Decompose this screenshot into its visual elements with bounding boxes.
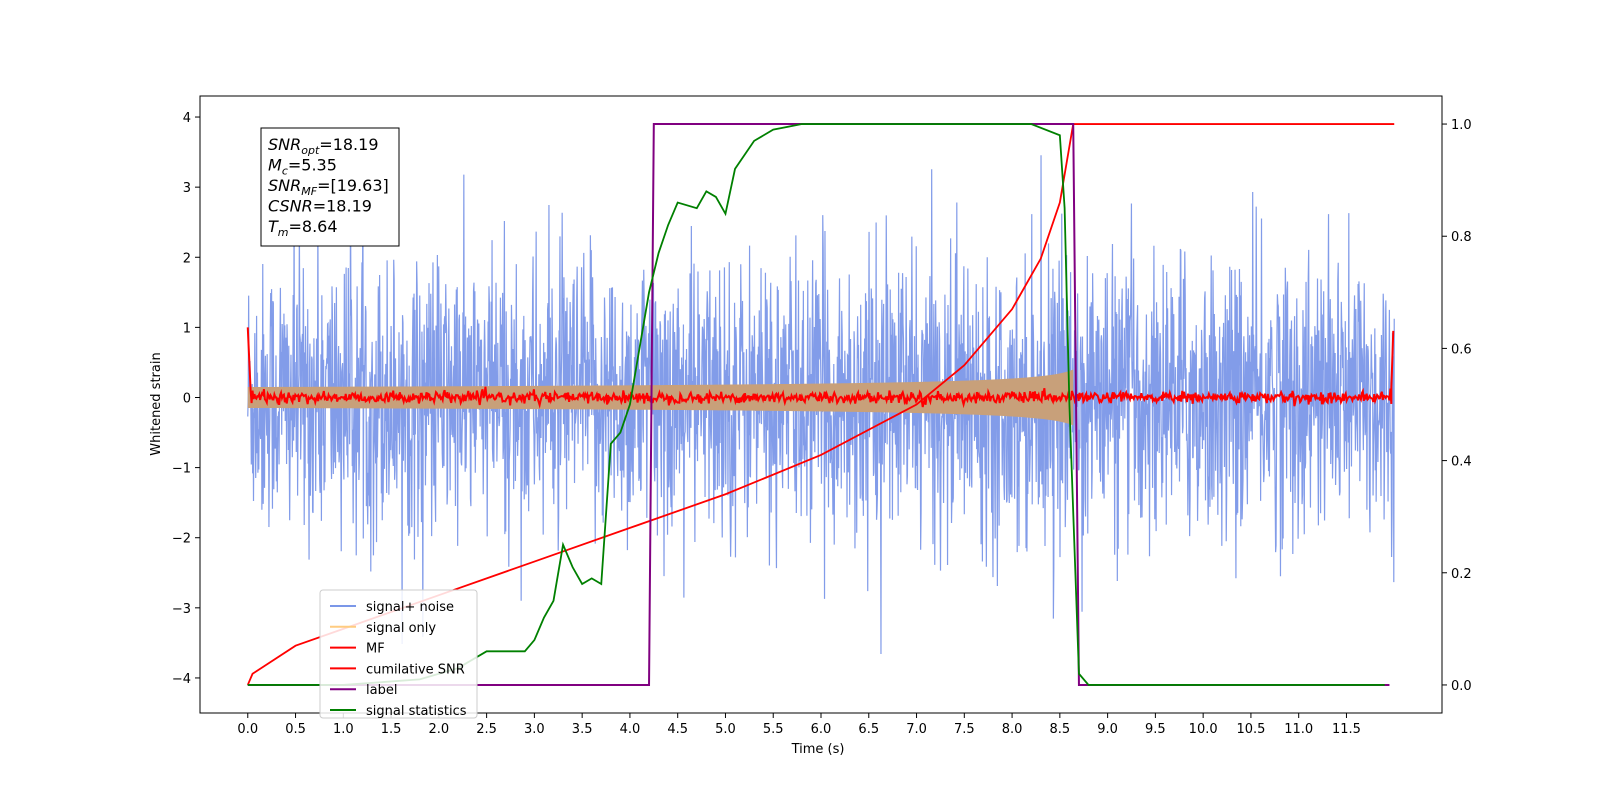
y-left-tick-label: 4 <box>183 111 191 126</box>
legend-label: MF <box>366 642 385 657</box>
y-right-tick-label: 0.0 <box>1451 679 1472 694</box>
x-tick-label: 6.5 <box>858 722 879 737</box>
x-tick-label: 9.5 <box>1145 722 1166 737</box>
x-tick-label: 8.5 <box>1050 722 1071 737</box>
y-left-tick-label: 0 <box>183 391 191 406</box>
x-tick-label: 0.5 <box>285 722 306 737</box>
x-tick-label: 3.5 <box>572 722 593 737</box>
x-tick-label: 4.0 <box>620 722 641 737</box>
x-axis-ticks: 0.0 0.5 1.0 1.5 2.0 2.5 3.0 3.5 4.0 4.5 5.0 5.5 6.0 6… <box>237 713 1361 737</box>
legend-label: signal statistics <box>366 704 467 719</box>
annotation-line: SNRMF=[19.63] <box>268 176 389 198</box>
x-tick-label: 10.5 <box>1236 722 1265 737</box>
x-tick-label: 2.5 <box>476 722 497 737</box>
y-axis-right-ticks: 0.0 0.2 0.4 0.6 0.8 1.0 <box>1442 118 1472 694</box>
y-right-tick-label: 0.8 <box>1451 230 1472 245</box>
y-right-tick-label: 0.4 <box>1451 455 1472 470</box>
x-tick-label: 6.0 <box>811 722 832 737</box>
y-left-tick-label: −3 <box>172 602 191 617</box>
x-tick-label: 1.0 <box>333 722 354 737</box>
x-tick-label: 8.0 <box>1002 722 1023 737</box>
y-axis-left-ticks: −4 −3 −2 −1 0 1 2 3 4 <box>172 111 200 687</box>
annotation-line: Tm=8.64 <box>268 217 338 239</box>
plot-area <box>246 123 1395 686</box>
x-tick-label: 11.0 <box>1284 722 1313 737</box>
x-tick-label: 5.5 <box>763 722 784 737</box>
x-tick-label: 11.5 <box>1332 722 1361 737</box>
legend-label: cumilative SNR <box>366 662 465 677</box>
x-tick-label: 10.0 <box>1189 722 1218 737</box>
series-signal-statistics <box>247 123 1385 686</box>
y-left-tick-label: 1 <box>183 321 191 336</box>
x-tick-label: 7.5 <box>954 722 975 737</box>
series-mf <box>246 327 1395 409</box>
legend-label: signal only <box>366 621 436 636</box>
y-left-tick-label: 3 <box>183 181 191 196</box>
legend-label: signal+ noise <box>366 600 454 615</box>
y-right-tick-label: 1.0 <box>1451 118 1472 133</box>
y-left-tick-label: −2 <box>172 532 191 547</box>
x-tick-label: 1.5 <box>381 722 402 737</box>
annotation-line: Mc=5.35 <box>268 156 337 178</box>
y-left-tick-label: −4 <box>172 672 191 687</box>
annotation-line: SNRopt=18.19 <box>268 135 379 157</box>
x-tick-label: 4.5 <box>667 722 688 737</box>
x-tick-label: 3.0 <box>524 722 545 737</box>
y-right-tick-label: 0.2 <box>1451 567 1472 582</box>
x-tick-label: 9.0 <box>1097 722 1118 737</box>
x-tick-label: 0.0 <box>237 722 258 737</box>
y-right-tick-label: 0.6 <box>1451 342 1472 357</box>
x-tick-label: 2.0 <box>429 722 450 737</box>
x-axis-label: Time (s) <box>791 742 845 757</box>
legend: signal+ noise signal only MF cumilative SNR… <box>319 589 478 719</box>
legend-label: label <box>366 683 397 698</box>
x-tick-label: 5.0 <box>715 722 736 737</box>
annotation-box: SNRopt=18.19Mc=5.35SNRMF=[19.63]CSNR=18.… <box>260 127 400 247</box>
y-left-tick-label: 2 <box>183 251 191 266</box>
x-tick-label: 7.0 <box>906 722 927 737</box>
y-left-tick-label: −1 <box>172 462 191 477</box>
series-cumilative-snr <box>246 123 1395 686</box>
y-axis-label: Whitened strain <box>149 352 164 455</box>
annotation-line: CSNR=18.19 <box>268 197 372 216</box>
